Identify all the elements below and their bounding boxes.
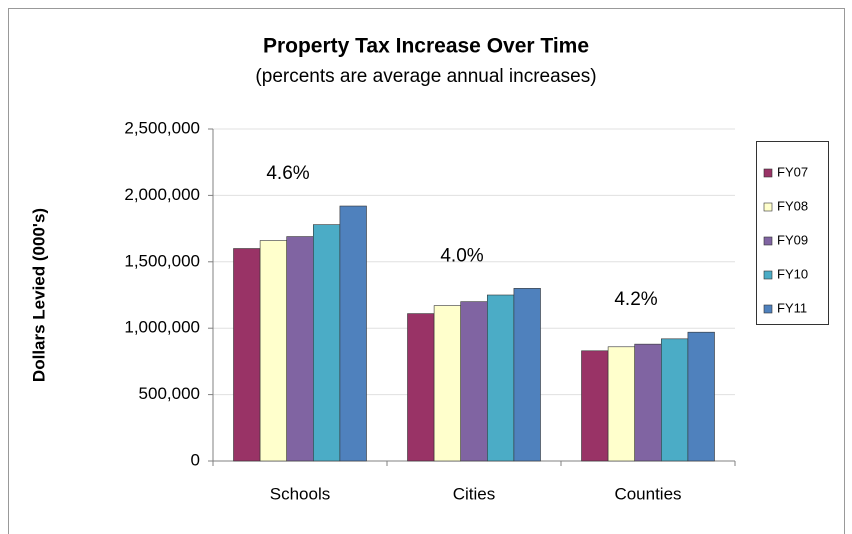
bar [233,248,261,462]
x-tick-label: Counties [614,484,681,503]
chart-subtitle: (percents are average annual increases) [255,66,596,87]
legend-label: FY07 [777,164,808,179]
bar [607,346,635,462]
bar [339,205,367,462]
bar [634,343,662,462]
y-tick-label: 500,000 [139,384,200,403]
bar [460,301,488,462]
annotation: 4.6% [266,163,309,184]
x-tick-label: Cities [453,484,496,503]
legend-swatch [763,270,773,280]
bar [660,338,689,462]
y-tick-label: 1,500,000 [124,251,200,270]
x-tick-label: Schools [270,484,330,503]
bar [581,350,609,462]
legend-label: FY09 [777,232,808,247]
y-tick-label: 2,000,000 [124,185,200,204]
legend-label: FY10 [777,266,808,281]
bar [513,288,541,462]
legend-swatch [763,168,773,178]
bar [687,331,715,462]
bar [486,294,515,462]
y-axis-label: Dollars Levied (000's) [29,208,48,382]
chart-frame [8,8,845,534]
annotation: 4.2% [614,289,657,310]
annotation: 4.0% [440,245,483,266]
bar [286,236,314,462]
y-tick-label: 0 [191,450,200,469]
y-tick-label: 1,000,000 [124,318,200,337]
legend-label: FY08 [777,198,808,213]
legend-swatch [763,304,773,314]
bar [259,240,288,462]
bar [407,313,435,462]
bar [312,224,341,462]
y-tick-label: 2,500,000 [124,118,200,137]
legend-swatch [763,202,773,212]
bar [433,305,462,462]
legend-label: FY11 [777,300,807,315]
legend-swatch [763,236,773,246]
chart-title: Property Tax Increase Over Time [263,35,589,58]
